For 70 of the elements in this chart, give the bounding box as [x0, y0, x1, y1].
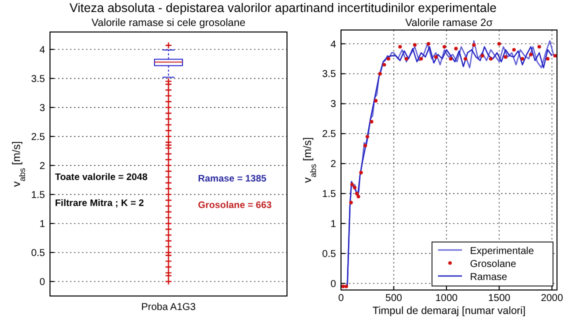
point: [355, 192, 359, 196]
x-tick-label: 500: [385, 293, 403, 304]
point: [378, 72, 382, 76]
point: [464, 56, 468, 61]
chart-title: Valorile ramase 2σ: [405, 17, 494, 29]
point: [359, 170, 363, 174]
point: [349, 200, 353, 204]
point: [546, 56, 550, 61]
point: [404, 56, 408, 61]
legend-label: Ramase: [470, 272, 508, 283]
legend-label: Experimentale: [470, 246, 534, 257]
y-tick-label: 1: [330, 219, 336, 230]
point: [472, 43, 476, 47]
point: [434, 55, 438, 59]
point: [382, 62, 386, 67]
y-tick-label: 1: [39, 218, 46, 230]
point: [520, 56, 524, 61]
point: [553, 54, 557, 58]
y-tick-label: 0.5: [31, 248, 46, 259]
legend-label: Grosolane: [470, 259, 517, 270]
point: [350, 182, 354, 186]
annotation: Toate valorile = 2048: [55, 172, 148, 183]
point: [442, 44, 446, 49]
y-tick-label: 3: [39, 102, 46, 114]
point: [419, 56, 423, 61]
point: [504, 55, 508, 59]
point: [448, 56, 452, 61]
point: [356, 194, 360, 198]
y-tick-label: 0.5: [322, 248, 336, 260]
y-tick-label: 2.5: [31, 132, 46, 143]
point: [370, 120, 374, 124]
point: [386, 56, 390, 61]
y-tick-label: 2.5: [322, 129, 336, 140]
point: [529, 52, 533, 56]
point: [537, 44, 542, 49]
point: [512, 48, 516, 52]
annotation: Filtrare Mitra ; K = 2: [55, 198, 144, 210]
x-tick-label: 1500: [488, 293, 511, 304]
y-tick-label: 3.5: [322, 69, 336, 80]
y-tick-label: 4: [330, 39, 336, 50]
y-tick-label: 1.5: [31, 190, 46, 201]
y-tick-label: 4: [39, 44, 46, 56]
y-tick-label: 3: [330, 99, 336, 110]
y-tick-label: 2: [39, 160, 46, 172]
y-tick-label: 0: [330, 278, 336, 290]
chart-title: Viteza absoluta - depistarea valorilor apartinand incertitudinilor experimentale: [69, 1, 497, 15]
point: [352, 186, 357, 190]
chart-subtitle: Valorile ramase si cele grosolane: [92, 17, 246, 29]
y-tick-label: 1.5: [322, 189, 336, 200]
point: [341, 284, 345, 288]
point: [374, 98, 378, 102]
y-tick-label: 2: [330, 159, 336, 170]
point: [344, 284, 348, 288]
x-tick-label: 1000: [435, 293, 458, 304]
y-tick-label: 3.5: [31, 74, 46, 85]
point: [413, 43, 417, 47]
x-tick-label: 0: [338, 293, 344, 304]
point: [488, 56, 493, 61]
y-tick-label: 0: [39, 276, 46, 288]
point: [398, 44, 402, 49]
point: [363, 144, 368, 148]
point: [454, 46, 458, 50]
x-tick-label: 2000: [540, 293, 564, 304]
annotation: Ramase = 1385: [198, 174, 268, 185]
point: [426, 42, 430, 46]
x-tick-label: Proba A1G3: [141, 302, 196, 313]
x-axis-title: Timpul de demaraj [numar valori]: [372, 305, 526, 317]
annotation: Grosolane = 663: [198, 200, 272, 211]
point: [366, 134, 370, 138]
point: [480, 54, 484, 58]
